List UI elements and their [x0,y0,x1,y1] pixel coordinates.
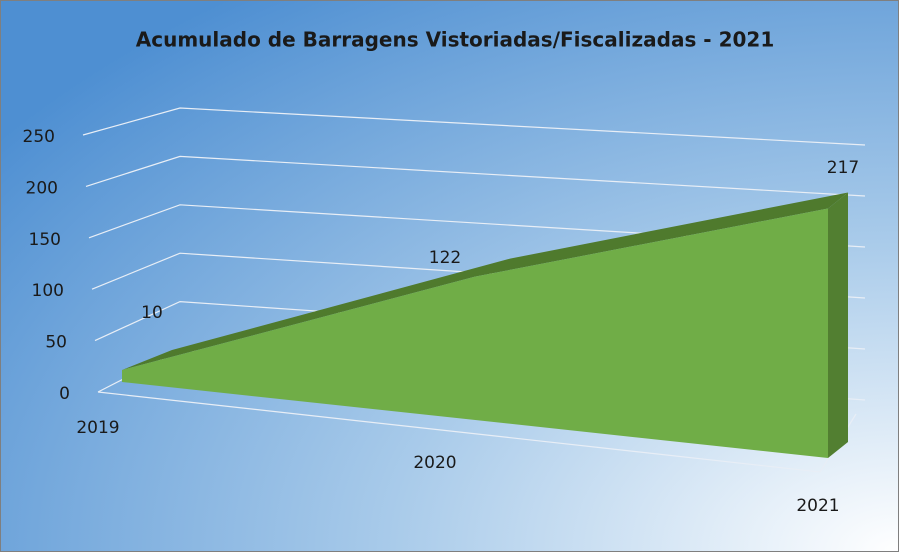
y-tick-label: 100 [32,281,64,301]
area-top [122,192,848,370]
area-side [828,192,848,458]
x-tick-label: 2021 [796,496,839,516]
y-tick-label: 200 [26,178,58,198]
y-tick-label: 50 [45,333,67,353]
data-label: 10 [141,303,163,323]
y-tick-label: 150 [29,230,61,250]
grid-line [82,107,866,146]
data-label: 122 [429,248,461,268]
x-tick-label: 2019 [76,418,119,438]
y-tick-label: 250 [23,127,55,147]
grid-line [85,155,866,197]
x-tick-label: 2020 [413,453,456,473]
area [122,208,828,458]
grid-line [88,204,866,248]
y-tick-label: 0 [59,384,70,404]
chart-title: Acumulado de Barragens Vistoriadas/Fisca… [136,28,774,52]
data-label: 217 [827,158,859,178]
